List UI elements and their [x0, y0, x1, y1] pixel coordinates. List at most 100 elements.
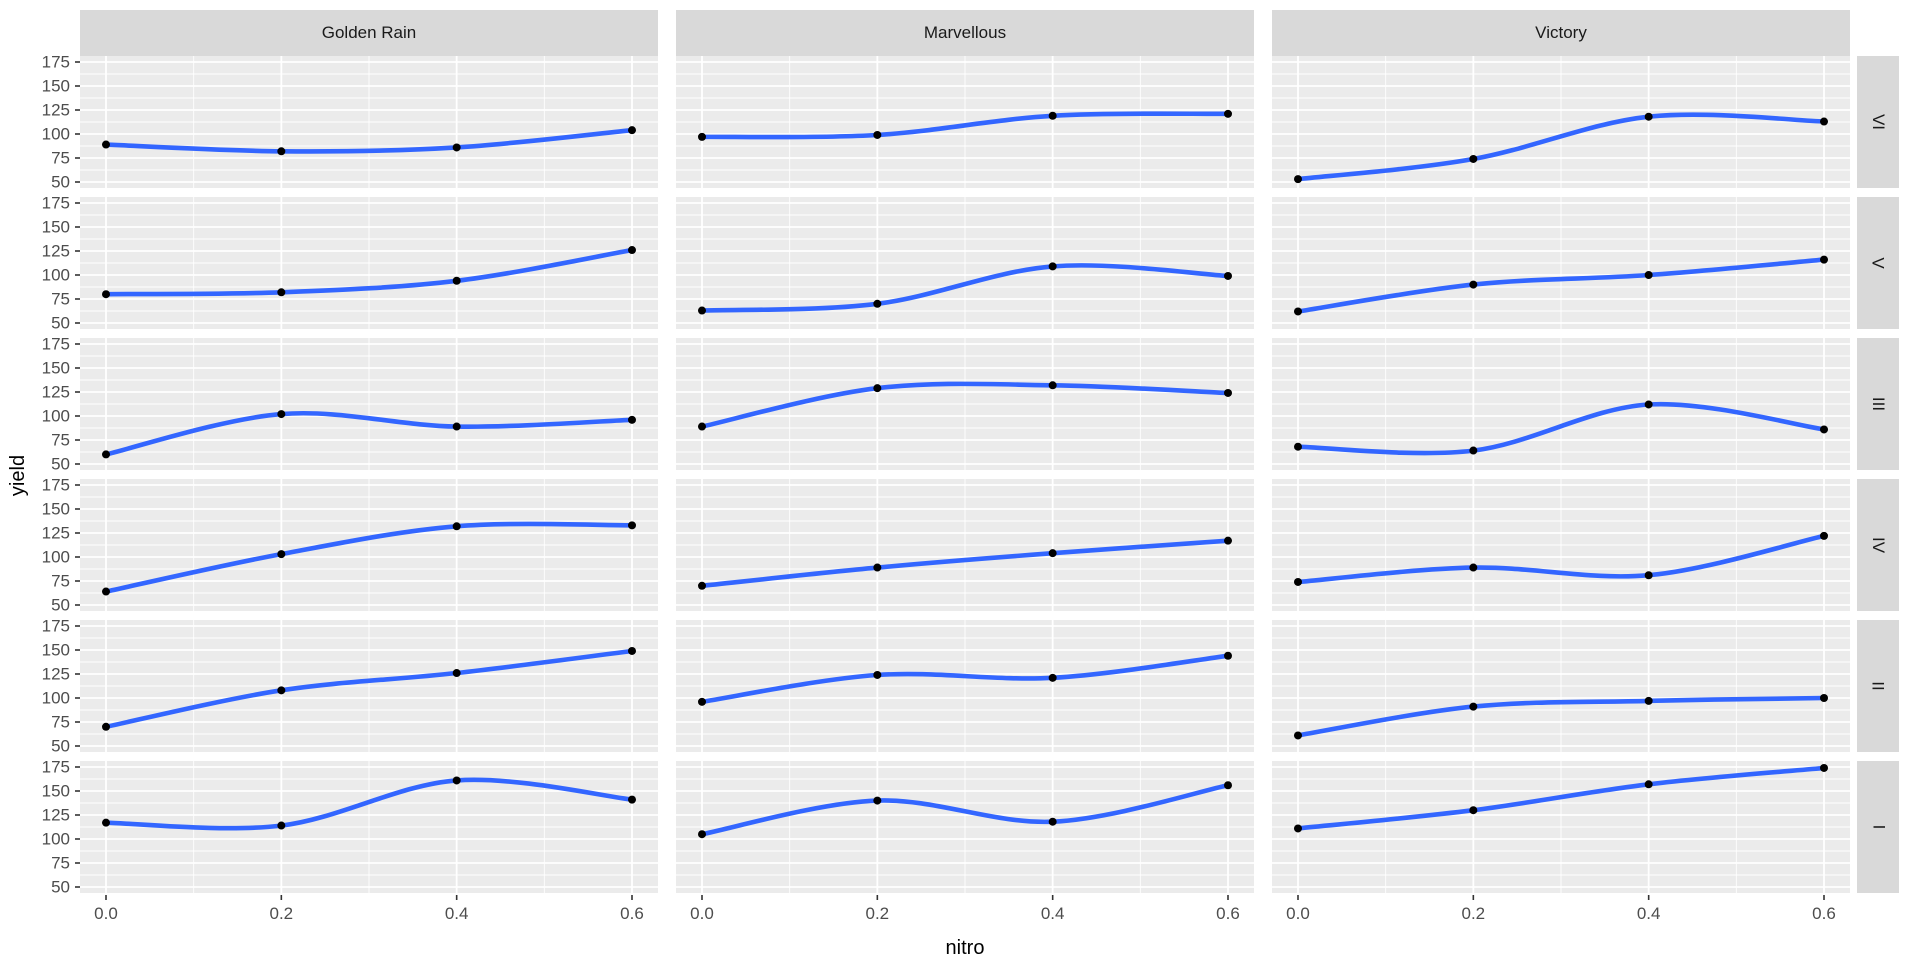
y-tick-label: 175 — [42, 56, 70, 72]
y-tick-label: 175 — [42, 197, 70, 213]
data-point — [102, 450, 110, 459]
data-line — [699, 381, 1231, 429]
x-tick-label: 0.6 — [620, 904, 644, 923]
facet-panel-ii-golden-rain — [80, 620, 658, 752]
data-point — [1644, 112, 1653, 121]
data-point — [1644, 400, 1653, 409]
facet-panel-ii-victory — [1272, 620, 1850, 752]
x-tick-label: 0.6 — [1812, 904, 1836, 923]
data-point — [628, 521, 636, 530]
y-tick-label: 150 — [42, 782, 70, 801]
facet-col-label: Golden Rain — [321, 23, 417, 42]
y-tick-label: 150 — [42, 77, 70, 96]
facet-row-label: II — [1868, 681, 1888, 691]
x-axis-ticks-col-marvellous: 0.0 0.2 0.4 0.6 — [690, 895, 1240, 923]
y-tick-label: 150 — [42, 641, 70, 660]
y-tick-label: 75 — [51, 854, 70, 873]
x-axis-title-row: nitro — [80, 937, 1850, 960]
x-axis-ticks-col-golden-rain: 0.0 0.2 0.4 0.6 — [94, 895, 644, 923]
y-tick-label: 125 — [42, 524, 70, 543]
facet-col-strip-marvellous: Marvellous — [676, 10, 1254, 56]
facet-panel-vi-victory — [1272, 56, 1850, 188]
y-tick-label: 75 — [51, 431, 70, 450]
y-tick-label: 150 — [42, 218, 70, 237]
data-line — [1295, 533, 1827, 585]
y-tick-label: 75 — [51, 290, 70, 309]
x-tick-label: 0.2 — [866, 904, 890, 923]
data-point — [873, 130, 882, 139]
x-axis-ticks-col-victory: 0.0 0.2 0.4 0.6 — [1286, 895, 1836, 923]
data-line — [1295, 401, 1827, 456]
y-axis-ticks-row-ii: 175 150 125 100 75 50 — [42, 620, 80, 753]
x-tick-label: 0.0 — [1286, 904, 1310, 923]
data-point — [452, 276, 461, 285]
data-point — [1469, 280, 1478, 289]
y-tick-label: 175 — [42, 479, 70, 495]
y-axis-ticks-row-iv: 175 150 125 100 75 50 — [42, 479, 80, 612]
data-point — [873, 384, 882, 393]
y-tick-label: 50 — [51, 173, 70, 189]
data-line — [1295, 257, 1827, 314]
data-point — [1820, 255, 1828, 264]
facet-row-label: III — [1868, 396, 1888, 412]
data-line — [699, 538, 1231, 589]
data-point — [698, 581, 706, 590]
y-tick-label: 100 — [42, 830, 70, 849]
data-point — [452, 522, 461, 531]
data-line — [699, 263, 1231, 313]
data-point — [873, 670, 882, 679]
data-point — [698, 697, 706, 706]
y-tick-label: 175 — [42, 620, 70, 636]
y-tick-label: 150 — [42, 500, 70, 519]
facet-panel-iii-golden-rain — [80, 338, 658, 470]
data-point — [1820, 425, 1828, 434]
data-point — [1224, 781, 1232, 790]
data-point — [1048, 262, 1057, 271]
data-point — [628, 126, 636, 135]
data-point — [698, 830, 706, 839]
y-tick-label: 125 — [42, 242, 70, 261]
y-tick-label: 50 — [51, 737, 70, 753]
facet-panel-v-victory — [1272, 197, 1850, 329]
y-tick-label: 50 — [51, 596, 70, 612]
data-point — [1224, 536, 1232, 545]
data-line — [103, 521, 635, 594]
data-point — [277, 288, 286, 297]
x-tick-label: 0.4 — [1041, 904, 1065, 923]
data-line — [1295, 112, 1827, 182]
data-line — [103, 127, 635, 154]
y-tick-label: 100 — [42, 125, 70, 144]
facet-row-label: I — [1868, 824, 1888, 830]
data-point — [102, 290, 110, 299]
data-point — [628, 646, 636, 655]
data-line — [1295, 695, 1827, 738]
facet-panel-iv-victory — [1272, 479, 1850, 611]
facet-panel-iii-victory — [1272, 338, 1850, 470]
y-tick-label: 125 — [42, 665, 70, 684]
data-point — [1294, 307, 1302, 316]
data-point — [452, 669, 461, 678]
data-point — [1469, 563, 1478, 572]
data-point — [1224, 388, 1232, 397]
data-point — [277, 410, 286, 419]
facet-panel-v-marvellous — [676, 197, 1254, 329]
data-point — [1294, 577, 1302, 586]
data-point — [102, 722, 110, 731]
facet-panel-vi-golden-rain — [80, 56, 658, 188]
data-point — [1048, 111, 1057, 120]
facet-panel-v-golden-rain — [80, 197, 658, 329]
facet-row-strip-iv: IV — [1857, 479, 1899, 611]
facet-panel-vi-marvellous — [676, 56, 1254, 188]
data-point — [1294, 175, 1302, 184]
data-point — [452, 776, 461, 785]
x-tick-label: 0.2 — [1462, 904, 1486, 923]
y-tick-label: 50 — [51, 314, 70, 330]
facet-panel-ii-marvellous — [676, 620, 1254, 752]
facet-row-strip-v: V — [1857, 197, 1899, 329]
facet-row-label: V — [1869, 257, 1888, 269]
x-tick-label: 0.0 — [690, 904, 714, 923]
data-point — [1294, 442, 1302, 451]
data-point — [1048, 549, 1057, 558]
data-point — [628, 795, 636, 804]
y-tick-label: 125 — [42, 383, 70, 402]
